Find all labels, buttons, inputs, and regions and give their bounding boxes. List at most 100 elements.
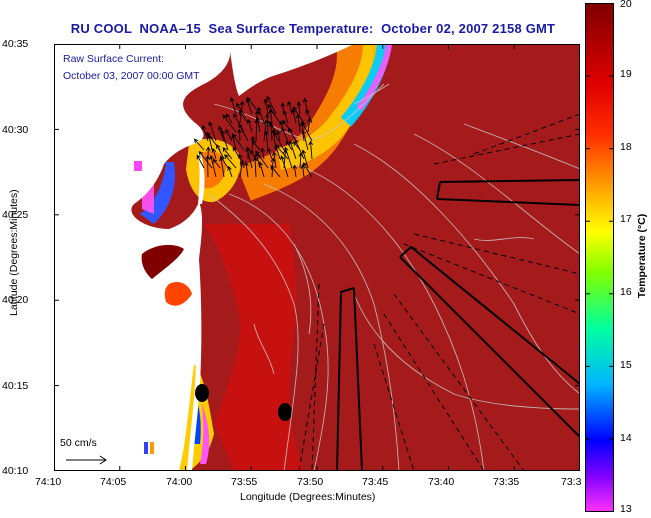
scale-label: 50 cm/s [60,437,97,449]
current-vector-arrow [281,127,289,142]
current-vector-arrow [298,152,304,169]
y-tick-label: 40:15 [2,380,29,392]
current-vector-arrow [274,143,289,160]
current-vector-arrow [224,154,237,169]
current-vector-arrow [246,118,253,133]
x-tick-label: 73:40 [428,476,455,488]
current-vector-arrow [287,100,293,115]
y-tick-label: 40:35 [2,38,29,50]
current-vector-arrow [273,131,285,151]
current-vector-arrow [251,140,261,151]
current-vector-arrow [201,125,209,142]
map-title: RU COOL NOAA–15 Sea Surface Temperature:… [70,21,556,36]
current-vector-arrow [198,151,213,169]
current-vector-arrow [266,147,273,160]
current-vector-arrow [257,106,265,124]
current-label-line2: October 03, 2007 00:00 GMT [63,70,200,82]
coast-strip [187,259,202,471]
bathymetry-contours [208,83,580,471]
x-axis-label: Longitude (Degrees:Minutes) [240,491,376,503]
black-blob-2 [278,403,292,421]
current-vector-arrow [238,109,249,124]
y-tick-label: 40:30 [2,124,29,136]
colorbar-tick-marks [585,3,614,512]
colorbar-tick-label: 14 [620,432,632,444]
current-label-line1: Raw Surface Current: [63,53,164,65]
current-vector-arrow [291,108,297,124]
colorbar-tick-label: 15 [620,359,632,371]
colorbar-tick-label: 20 [620,0,632,10]
radar-lines [298,113,580,471]
current-vector-arrow [260,147,265,160]
x-tick-label: 74:10 [35,476,62,488]
current-vector-arrow [264,130,269,151]
current-vector-arrow [220,129,229,151]
colorbar-tick-label: 13 [620,503,632,515]
axis-tick-marks [54,44,580,471]
x-tick-label: 74:00 [166,476,193,488]
x-tick-label: 73:3 [561,476,582,488]
current-vector-arrow [292,164,298,178]
current-vector-arrow [205,155,210,178]
colorbar-tick-label: 18 [620,141,632,153]
purple-patch-1 [134,161,142,171]
current-vector-arrow [244,161,249,178]
current-vector-arrow [281,119,293,133]
current-vector-arrow [270,165,281,178]
current-vector-arrow [288,127,297,142]
y-tick-label: 40:20 [2,294,29,306]
current-vector-arrow [239,159,245,178]
colorbar-tick-label: 17 [620,213,632,225]
x-tick-label: 73:35 [493,476,520,488]
cold-band-core [356,44,392,111]
x-tick-label: 73:45 [362,476,389,488]
current-vector-arrow [212,158,221,169]
current-vector-arrow [301,129,309,151]
current-vector-arrow [193,138,205,151]
current-vector-arrow [245,146,253,169]
current-vector-arrow [216,144,225,160]
current-vector-arrow [217,125,225,142]
current-vector-arrow [285,140,293,151]
current-vector-arrow [308,140,314,160]
current-vector-arrow [265,113,270,133]
current-vector-arrow [284,146,293,169]
current-vector-arrow [282,110,289,124]
current-vector-arrow [232,133,245,151]
purple-patch-3 [150,442,154,454]
black-blob-1 [195,384,209,402]
purple-patch-2 [144,442,148,454]
current-vector-arrow [263,119,269,142]
current-vector-arrow [258,161,265,178]
colorbar-gradient [585,3,614,512]
current-vector-arrow [208,121,217,142]
current-vector-arrow [301,149,309,169]
current-vector-arrow [238,123,249,142]
current-vector-arrow [272,151,277,169]
colorbar-tick-label: 16 [620,286,632,298]
south-cold-edge [200,404,210,464]
current-vector-arrow [235,102,245,115]
river-patch [141,244,184,279]
current-vector-arrow [300,164,306,178]
current-vector-arrow [237,128,242,142]
current-vector-arrow [296,101,302,115]
current-vector-arrow [266,95,277,115]
current-vector-arrow [280,155,289,178]
current-vector-arrow [229,97,237,115]
current-vector-arrow [233,113,245,133]
current-vector-arrow [255,150,269,169]
current-vector-arrow [268,108,274,124]
current-vectors [193,95,314,178]
sst-map [54,44,580,471]
current-vector-arrow [307,117,312,133]
current-vector-arrow [196,154,205,169]
current-vector-arrow [276,130,281,142]
current-vector-arrow [227,165,233,178]
current-vector-arrow [288,140,297,160]
y-tick-label: 40:25 [2,209,29,221]
current-vector-arrow [219,156,225,178]
x-tick-label: 74:05 [100,476,127,488]
current-vector-arrow [301,121,313,142]
colorbar-label: Temperature (°C) [636,213,648,299]
